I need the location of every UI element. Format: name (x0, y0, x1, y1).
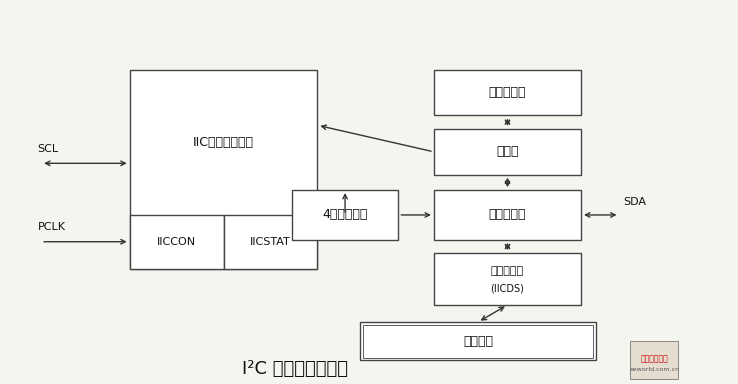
Text: 电子工程世界: 电子工程世界 (641, 354, 669, 363)
Text: IICSTAT: IICSTAT (250, 237, 291, 247)
Text: 数据总线: 数据总线 (463, 335, 493, 348)
Text: 4位预分频器: 4位预分频器 (323, 209, 368, 222)
Text: 移位寄存器: 移位寄存器 (491, 266, 524, 276)
Text: eeworld.com.cn: eeworld.com.cn (630, 367, 680, 372)
Bar (130, 70, 317, 268)
Bar (292, 190, 399, 240)
Bar (360, 322, 596, 360)
Text: 比较器: 比较器 (496, 145, 519, 158)
Bar (363, 325, 593, 358)
Bar (130, 215, 224, 268)
Text: SDA: SDA (623, 197, 646, 207)
Bar (434, 129, 581, 175)
Text: IICCON: IICCON (157, 237, 196, 247)
Bar (434, 190, 581, 240)
Bar (434, 70, 581, 116)
Text: PCLK: PCLK (38, 222, 66, 232)
Text: 移位寄存器: 移位寄存器 (489, 209, 526, 222)
Text: I²C 控制器结构框图: I²C 控制器结构框图 (242, 359, 348, 377)
Text: (IICDS): (IICDS) (491, 284, 525, 294)
Bar (434, 253, 581, 305)
Bar (224, 215, 317, 268)
Text: SCL: SCL (38, 144, 58, 154)
Text: 地址寄存器: 地址寄存器 (489, 86, 526, 99)
Text: IIC总线控制逻辑: IIC总线控制逻辑 (193, 136, 254, 149)
Bar (630, 341, 678, 379)
